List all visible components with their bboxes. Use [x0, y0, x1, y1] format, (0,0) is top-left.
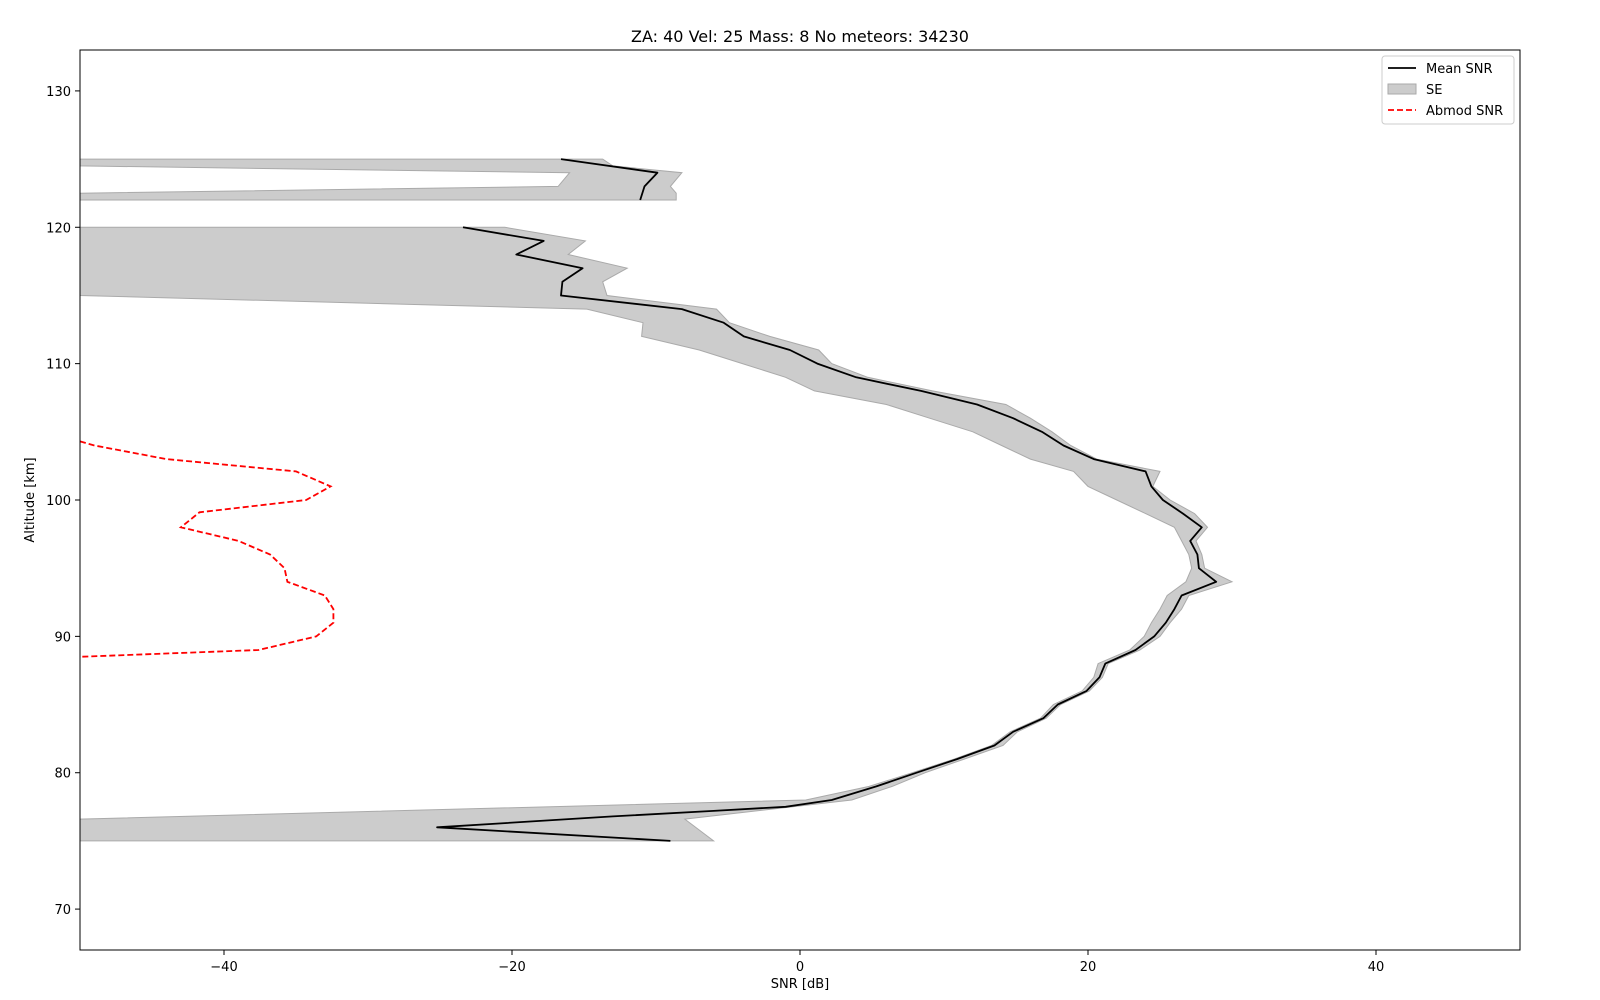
x-tick-label: −20: [498, 960, 525, 975]
legend: Mean SNR SE Abmod SNR: [1381, 55, 1515, 125]
chart-title: ZA: 40 Vel: 25 Mass: 8 No meteors: 34230: [631, 27, 969, 46]
x-axis-ticks: −40 −20 0 20 40: [210, 950, 1384, 975]
x-tick-label: 0: [796, 960, 804, 975]
abmod-snr-line: [79, 440, 335, 658]
mean-snr-line-1: [436, 226, 1218, 842]
y-tick-label: 120: [46, 221, 71, 236]
x-tick-label: 40: [1368, 960, 1385, 975]
plot-area: [79, 158, 1234, 842]
x-tick-label: −40: [210, 960, 237, 975]
x-tick-label: 20: [1080, 960, 1097, 975]
se-band-0: [79, 158, 683, 201]
se-band-1: [79, 226, 1234, 842]
y-tick-label: 70: [54, 903, 71, 918]
y-tick-label: 110: [46, 358, 71, 373]
y-tick-label: 130: [46, 85, 71, 100]
legend-box: [1381, 55, 1515, 125]
legend-se-swatch: [1387, 83, 1417, 95]
legend-abmod-label: Abmod SNR: [1426, 104, 1503, 119]
y-axis-ticks: 70 80 90 100 110 120 130: [46, 85, 80, 918]
legend-mean-label: Mean SNR: [1426, 62, 1493, 77]
x-axis-label: SNR [dB]: [771, 977, 829, 992]
y-tick-label: 80: [54, 767, 71, 782]
y-tick-label: 90: [54, 630, 71, 645]
y-axis-label: Altitude [km]: [23, 457, 38, 542]
mean-snr-line-0: [560, 158, 659, 201]
legend-se-label: SE: [1426, 83, 1442, 98]
y-tick-label: 100: [46, 494, 71, 509]
